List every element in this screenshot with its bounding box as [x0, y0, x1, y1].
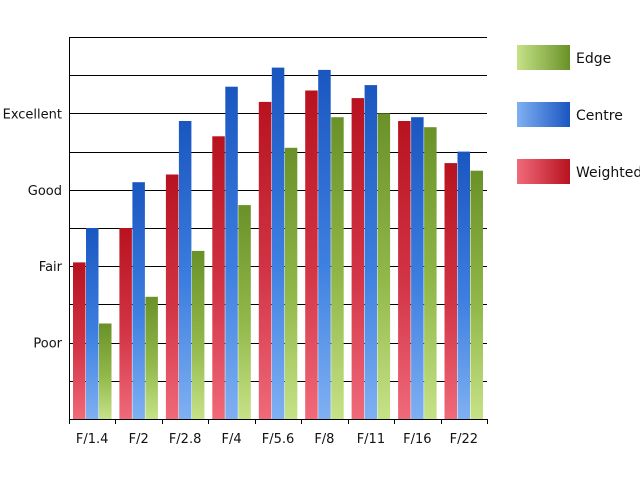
- x-tick-label: F/1.4: [76, 432, 109, 447]
- legend-label-weighted: Weighted: [576, 165, 640, 181]
- bar-centre-F-4: [225, 86, 238, 419]
- y-tick-label: Excellent: [3, 107, 62, 122]
- bar-edge-F-2-8: [191, 250, 205, 419]
- bar-centre-F-5-6: [271, 67, 285, 419]
- legend-swatch-centre: [517, 102, 570, 127]
- legend-swatch-weighted: [517, 159, 570, 184]
- x-tick-label: F/4: [222, 432, 242, 447]
- bar-edge-F-4: [238, 205, 251, 419]
- x-tick-label: F/16: [403, 432, 431, 447]
- bar-weighted-F-2-8: [165, 174, 179, 419]
- legend-label-centre: Centre: [576, 108, 623, 124]
- bar-centre-F-16: [411, 117, 424, 419]
- x-tick-label: F/8: [314, 432, 334, 447]
- legend: Edge Centre Weighted: [517, 45, 640, 184]
- y-tick-label: Fair: [39, 260, 63, 275]
- bar-weighted-F-22: [444, 163, 457, 419]
- bar-weighted-F-5-6: [258, 101, 272, 420]
- bar-edge-F-2: [145, 296, 158, 419]
- legend-swatch-edge: [517, 45, 570, 70]
- bar-centre-F-11: [364, 85, 378, 419]
- bar-edge-F-8: [331, 117, 344, 419]
- y-tick-label: Poor: [33, 337, 62, 352]
- bars: [73, 67, 483, 420]
- x-tick-label: F/5.6: [262, 432, 295, 447]
- x-tick-labels: F/1.4 F/2 F/2.8 F/4 F/5.6 F/8 F/11 F/16 F/22: [76, 432, 478, 447]
- bar-centre-F-1-4: [86, 228, 99, 419]
- legend-label-edge: Edge: [576, 51, 611, 67]
- bar-weighted-F-4: [212, 136, 225, 420]
- bar-weighted-F-8: [305, 90, 318, 419]
- bar-centre-F-2: [132, 182, 145, 419]
- bar-weighted-F-16: [398, 121, 411, 419]
- bar-edge-F-16: [424, 127, 437, 419]
- x-tick-label: F/22: [450, 432, 478, 447]
- bar-edge-F-11: [377, 113, 391, 420]
- bar-edge-F-1-4: [99, 323, 112, 419]
- axes: [69, 37, 488, 424]
- y-tick-label: Good: [28, 184, 62, 199]
- y-tick-labels: Poor Fair Good Excellent: [3, 107, 63, 351]
- bar-centre-F-22: [457, 151, 470, 419]
- bar-centre-F-2-8: [178, 121, 192, 419]
- x-tick-label: F/2: [129, 432, 149, 447]
- bar-weighted-F-1-4: [73, 262, 86, 419]
- bar-edge-F-22: [470, 170, 483, 419]
- bar-edge-F-5-6: [284, 147, 298, 420]
- x-tick-label: F/11: [357, 432, 385, 447]
- bar-weighted-F-2: [119, 228, 132, 419]
- x-tick-label: F/2.8: [169, 432, 202, 447]
- bar-centre-F-8: [318, 69, 331, 420]
- bar-weighted-F-11: [351, 98, 365, 419]
